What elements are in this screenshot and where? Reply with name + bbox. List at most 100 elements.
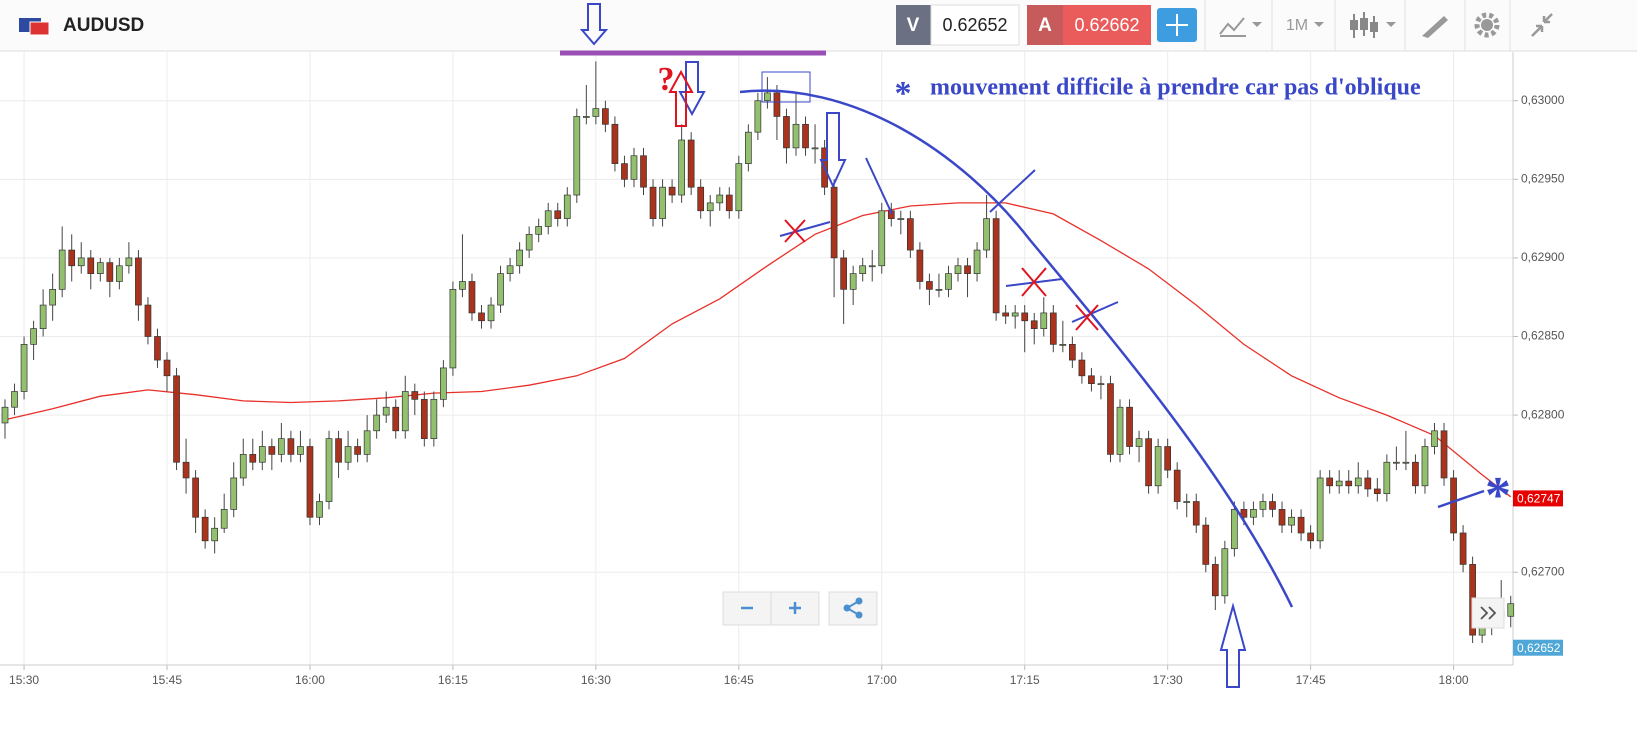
fullscreen-icon[interactable]	[1531, 13, 1553, 37]
candle-body	[945, 273, 952, 290]
question-mark: ?	[658, 61, 675, 98]
candle-body	[878, 210, 886, 267]
scroll-end-button[interactable]	[1471, 597, 1505, 629]
candle-body	[316, 501, 323, 518]
candle-body	[697, 186, 705, 212]
candle-body	[1383, 461, 1391, 495]
candle-body	[1088, 375, 1095, 384]
candle-body	[973, 249, 981, 274]
dropdown-icon	[1252, 22, 1262, 27]
candle-body	[992, 218, 1000, 314]
y-tick-label: 0,62950	[1521, 171, 1565, 185]
candle-body	[716, 194, 724, 204]
x-tick-label: 17:00	[867, 673, 897, 687]
candle-body	[1421, 446, 1429, 487]
candle-body	[1164, 446, 1172, 471]
y-tick-label: 0,62800	[1521, 407, 1565, 421]
candle-body	[773, 92, 781, 117]
candle-body	[268, 446, 276, 455]
candle-body	[1240, 509, 1248, 518]
toolbar: AUDUSD V 0.62652 A 0.62662 1M	[0, 0, 1637, 52]
candle-body	[602, 108, 609, 125]
settings-icon[interactable]	[1474, 12, 1500, 38]
moving-average	[4, 202, 1512, 498]
candle-body	[335, 438, 342, 463]
candle-body	[706, 202, 714, 212]
candle-body	[11, 391, 18, 408]
candle-body	[1288, 516, 1295, 526]
candle-body	[964, 265, 971, 274]
candle-body	[144, 304, 152, 337]
zoom-controls	[722, 591, 1505, 629]
candle-body	[621, 163, 628, 180]
candle-body	[1202, 524, 1210, 565]
candle-body	[1135, 438, 1143, 447]
share-icon	[843, 604, 851, 612]
candle-body	[325, 438, 333, 502]
candle-body	[1231, 509, 1238, 550]
candle-body	[640, 155, 647, 188]
y-tick-label: 0,63000	[1521, 93, 1565, 107]
candle-body	[544, 210, 552, 227]
candle-body	[1507, 603, 1515, 617]
candle-body	[220, 509, 228, 529]
ask-button[interactable]	[1027, 5, 1063, 45]
candles-icon	[1360, 18, 1368, 30]
candle-body	[1002, 312, 1010, 317]
candle-body	[77, 257, 85, 267]
candle-body	[411, 391, 419, 400]
price-marker	[1513, 639, 1563, 656]
chart-type-icon[interactable]	[1219, 17, 1246, 37]
candle-body	[30, 328, 37, 345]
share-button[interactable]	[828, 591, 878, 626]
candle-body	[592, 108, 600, 117]
candle-body	[68, 249, 76, 267]
candle-body	[563, 194, 571, 219]
y-tick-label: 0,62700	[1521, 564, 1565, 578]
candle-body	[392, 406, 400, 432]
top-box	[761, 71, 811, 103]
candle-body	[1030, 320, 1038, 329]
dropdown-icon	[1386, 22, 1396, 27]
candle-body	[192, 477, 199, 518]
candle-body	[754, 100, 762, 133]
settings-icon	[1481, 19, 1493, 31]
scroll-end-icon	[1480, 606, 1497, 620]
candle-body	[373, 414, 381, 432]
candle-body	[1211, 564, 1219, 597]
candle-body	[1335, 480, 1343, 487]
candle-body	[1107, 383, 1114, 455]
candles-icon	[1350, 20, 1358, 30]
candle-body	[297, 446, 304, 455]
candle-body	[1345, 480, 1353, 487]
line	[865, 157, 893, 215]
share-icon	[855, 597, 863, 605]
ask-price: 0.62662	[1074, 15, 1139, 35]
timeframe[interactable]: 1M	[1286, 17, 1308, 34]
candle-body	[1326, 477, 1334, 487]
y-tick-label: 0,62850	[1521, 329, 1565, 343]
candle-body	[106, 262, 114, 282]
candle-body	[1069, 344, 1076, 361]
candle-body	[173, 375, 180, 463]
candle-body	[1021, 312, 1029, 322]
candle-body	[1450, 477, 1457, 534]
candle-body	[163, 359, 171, 377]
candle-body	[554, 210, 562, 219]
candle-body	[49, 288, 57, 306]
x-tick-label: 18:00	[1439, 673, 1469, 687]
candle-body	[725, 194, 733, 212]
candle-body	[401, 391, 409, 432]
candle-body	[744, 131, 752, 164]
candle-body	[1250, 509, 1257, 518]
bid-button[interactable]	[896, 5, 931, 45]
candle-body	[306, 446, 314, 518]
crosshair-icon	[1166, 14, 1188, 36]
annotations: ? * mouvement difficile à prendre car pa…	[560, 3, 1511, 688]
bid-box[interactable]	[930, 4, 1020, 46]
ask-box[interactable]	[1063, 5, 1151, 45]
candle-body	[1221, 548, 1229, 597]
candle-body	[497, 273, 504, 306]
draw-icon[interactable]	[1422, 16, 1448, 38]
zoom-in-icon	[789, 602, 801, 614]
